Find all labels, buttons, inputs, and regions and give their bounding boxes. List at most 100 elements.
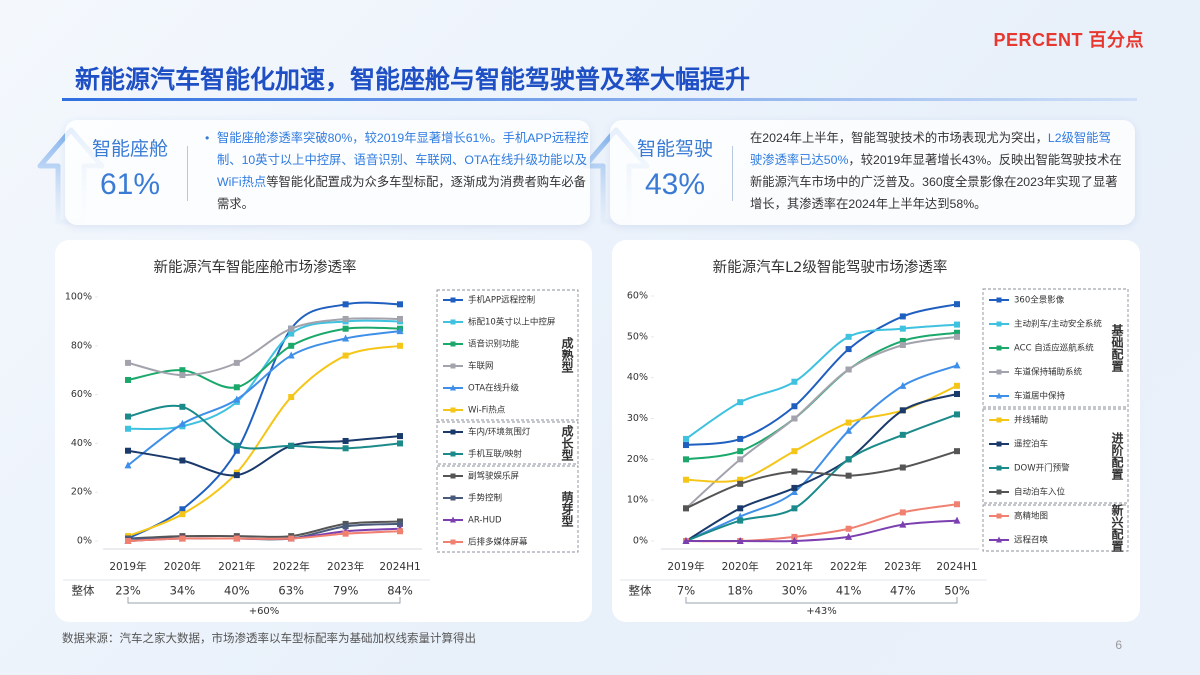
marker [397, 440, 403, 447]
marker [179, 511, 186, 518]
logo: PERCENT 百分点 [993, 30, 1144, 50]
legend-label: 标配10英寸以上中控屏 [468, 317, 556, 328]
y-tick-label: 0% [77, 536, 92, 547]
marker [899, 325, 906, 332]
marker [342, 437, 349, 444]
y-tick-label: 0% [633, 536, 648, 547]
marker [125, 359, 131, 366]
legend-group-label: 成熟型 [560, 336, 574, 374]
line [127, 520, 401, 540]
marker [845, 426, 853, 434]
legend-label: 手势控制 [468, 493, 502, 504]
summary-card: 智能驾驶 43% 在2024年上半年，智能驾驶技术的市场表现尤为突出，L2级智能… [610, 120, 1135, 225]
x-tick-label: 2023年 [327, 560, 364, 573]
marker [179, 506, 186, 513]
legend-group-box [436, 421, 579, 465]
legend-label: 手机互联/映射 [468, 449, 522, 460]
legend-marker [996, 369, 1002, 375]
legend-group-box [436, 465, 579, 553]
legend-label: DOW开门预警 [1014, 463, 1070, 474]
overall-value: 41% [836, 584, 862, 598]
x-tick-label: 2024H1 [379, 561, 420, 573]
x-tick-label: 2021年 [776, 560, 813, 573]
y-tick-label: 20% [71, 487, 92, 498]
y-tick-label: 30% [627, 413, 648, 424]
legend-label: 副驾驶娱乐屏 [468, 471, 520, 482]
legend-label: 车内/环境氛围灯 [468, 427, 531, 438]
marker [954, 411, 960, 418]
marker [953, 516, 961, 524]
legend-marker [450, 451, 456, 457]
chart-title: 新能源汽车智能座舱市场渗透率 [154, 259, 357, 276]
source-note: 数据来源：汽车之家大数据，市场渗透率以车型标配率为基础加权线索量计算得出 [62, 633, 476, 645]
marker [178, 419, 186, 427]
marker [233, 359, 240, 366]
legend-marker [450, 495, 456, 501]
overall-value: 50% [944, 584, 970, 598]
marker [790, 488, 798, 495]
legend-label: 并线辅助 [1014, 415, 1048, 426]
marker [791, 415, 798, 422]
marker [682, 537, 690, 544]
marker [125, 447, 131, 454]
line [127, 530, 401, 542]
legend-marker [450, 384, 456, 391]
x-tick-label: 2022年 [273, 560, 310, 573]
marker [683, 505, 689, 512]
marker [233, 535, 240, 542]
marker [179, 457, 186, 464]
legend-label: 手机APP远程控制 [468, 295, 535, 306]
separator [732, 146, 733, 201]
marker [342, 352, 349, 359]
marker [791, 533, 798, 540]
legend-marker [996, 297, 1002, 303]
overall-value: 84% [387, 584, 413, 598]
line [127, 404, 401, 450]
legend-marker [996, 321, 1002, 327]
marker [233, 472, 240, 479]
marker [342, 301, 349, 308]
line [127, 435, 401, 477]
legend-label: 主动刹车/主动安全系统 [1014, 319, 1102, 330]
legend-group-box [982, 288, 1129, 408]
marker [791, 448, 798, 455]
legend-label: OTA在线升级 [468, 383, 520, 394]
marker [233, 395, 241, 403]
line [685, 450, 958, 510]
card-label: 智能座舱 [91, 139, 168, 160]
marker [683, 456, 689, 463]
marker [899, 342, 906, 348]
legend-group-box [436, 289, 579, 421]
summary-card: 智能座舱 61% 智能座舱渗透率突破80%，较2019年显著增长61%。手机AP… [65, 120, 590, 225]
legend-marker [450, 363, 456, 369]
x-tick-label: 2024H1 [936, 561, 977, 573]
overall-value: 40% [224, 584, 250, 598]
y-tick-label: 10% [627, 495, 648, 506]
card-text: 在2024年上半年，智能驾驶技术的市场表现尤为突出，L2级智能驾驶渗透率已达50… [750, 127, 1122, 215]
legend-marker [450, 407, 456, 413]
legend-group-box [982, 504, 1129, 552]
marker [954, 301, 960, 308]
marker [179, 367, 186, 374]
legend-marker [450, 297, 456, 303]
x-tick-label: 2021年 [218, 560, 255, 573]
marker [342, 445, 349, 452]
y-tick-label: 60% [627, 291, 648, 302]
legend-marker [996, 489, 1002, 495]
marker [397, 520, 403, 527]
legend-label: Wi-Fi热点 [468, 405, 506, 416]
marker [791, 403, 798, 410]
marker [790, 537, 798, 544]
marker [736, 537, 744, 544]
marker [899, 313, 906, 320]
card-label: 智能驾驶 [636, 139, 713, 160]
marker [342, 530, 349, 537]
line [685, 519, 958, 543]
x-tick-label: 2019年 [109, 560, 146, 573]
legend-label: 车道保持辅助系统 [1014, 367, 1083, 378]
overall-value: 30% [782, 584, 808, 598]
y-tick-label: 80% [71, 340, 92, 351]
chart-panel [612, 240, 1140, 622]
overall-value: 79% [333, 584, 359, 598]
marker [737, 505, 744, 512]
